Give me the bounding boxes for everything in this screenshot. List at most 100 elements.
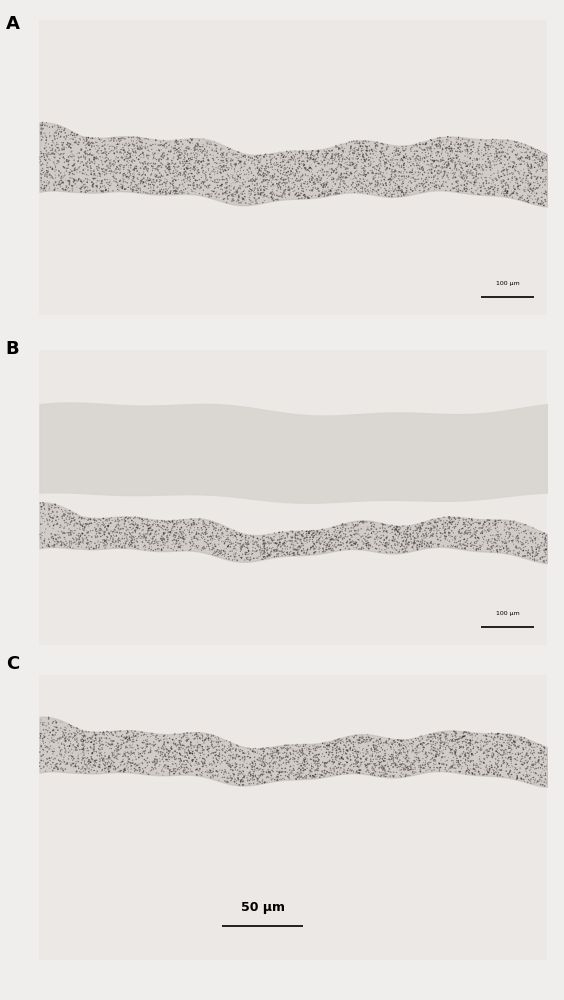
Point <box>536 759 545 775</box>
Point <box>288 763 297 779</box>
Point <box>235 195 244 211</box>
Point <box>105 736 114 752</box>
Point <box>120 166 129 182</box>
Point <box>151 174 160 190</box>
Point <box>390 145 399 161</box>
Point <box>317 170 326 186</box>
Point <box>492 153 501 169</box>
Point <box>42 133 51 149</box>
Point <box>134 538 143 554</box>
Point <box>474 742 483 758</box>
Point <box>204 537 213 553</box>
Point <box>331 736 340 752</box>
Point <box>151 175 160 191</box>
Point <box>393 185 402 201</box>
Point <box>94 151 103 167</box>
Point <box>520 165 529 181</box>
Point <box>190 168 199 184</box>
Point <box>238 751 247 767</box>
Point <box>501 525 510 541</box>
Point <box>494 524 503 540</box>
Point <box>431 160 440 176</box>
Point <box>190 522 199 538</box>
Point <box>354 154 363 170</box>
Point <box>204 179 213 195</box>
Point <box>360 182 369 198</box>
Point <box>266 743 275 759</box>
Point <box>482 173 491 189</box>
Point <box>312 747 321 763</box>
Point <box>234 192 243 208</box>
Point <box>303 147 312 163</box>
Point <box>534 191 543 207</box>
Point <box>164 513 173 529</box>
Point <box>522 145 531 161</box>
Point <box>215 756 224 772</box>
Point <box>292 771 301 787</box>
Point <box>74 137 83 153</box>
Point <box>507 738 516 754</box>
Point <box>518 175 527 191</box>
Point <box>525 750 534 766</box>
Point <box>213 171 222 187</box>
Point <box>123 521 132 537</box>
Point <box>356 729 365 745</box>
Point <box>230 156 239 172</box>
Point <box>404 519 413 535</box>
Point <box>193 757 202 773</box>
Point <box>400 168 409 184</box>
Point <box>48 140 57 156</box>
Point <box>269 170 278 186</box>
Point <box>297 758 306 774</box>
Point <box>307 144 316 160</box>
Point <box>399 139 408 155</box>
Point <box>391 756 400 772</box>
Point <box>342 538 351 554</box>
Point <box>140 528 149 544</box>
Point <box>177 520 186 536</box>
Point <box>323 151 332 167</box>
Point <box>95 730 104 746</box>
Point <box>39 182 48 198</box>
Point <box>376 744 385 760</box>
Point <box>223 527 232 543</box>
Point <box>61 504 70 520</box>
Point <box>370 520 379 536</box>
Point <box>429 168 438 184</box>
Point <box>240 538 249 554</box>
Point <box>188 152 197 168</box>
Point <box>290 143 299 159</box>
Point <box>435 740 444 756</box>
Point <box>333 158 342 174</box>
Point <box>115 173 124 189</box>
Point <box>146 137 155 153</box>
Point <box>104 180 113 196</box>
Point <box>301 160 310 176</box>
Point <box>475 516 484 532</box>
Point <box>86 739 95 755</box>
Point <box>512 147 521 163</box>
Point <box>300 154 309 170</box>
Point <box>151 736 160 752</box>
Point <box>297 190 306 206</box>
Point <box>72 164 81 180</box>
Point <box>271 535 280 551</box>
Point <box>160 174 169 190</box>
Point <box>82 516 91 532</box>
Point <box>416 760 425 776</box>
Point <box>37 739 46 755</box>
Point <box>281 540 290 556</box>
Point <box>244 765 253 781</box>
Point <box>352 170 361 186</box>
Point <box>484 523 494 539</box>
Point <box>196 743 205 759</box>
Point <box>516 534 525 550</box>
Point <box>113 752 122 768</box>
Point <box>147 174 156 190</box>
Point <box>475 540 484 556</box>
Point <box>527 169 536 185</box>
Point <box>227 770 236 786</box>
Point <box>537 185 546 201</box>
Point <box>136 176 145 192</box>
Point <box>105 156 114 172</box>
